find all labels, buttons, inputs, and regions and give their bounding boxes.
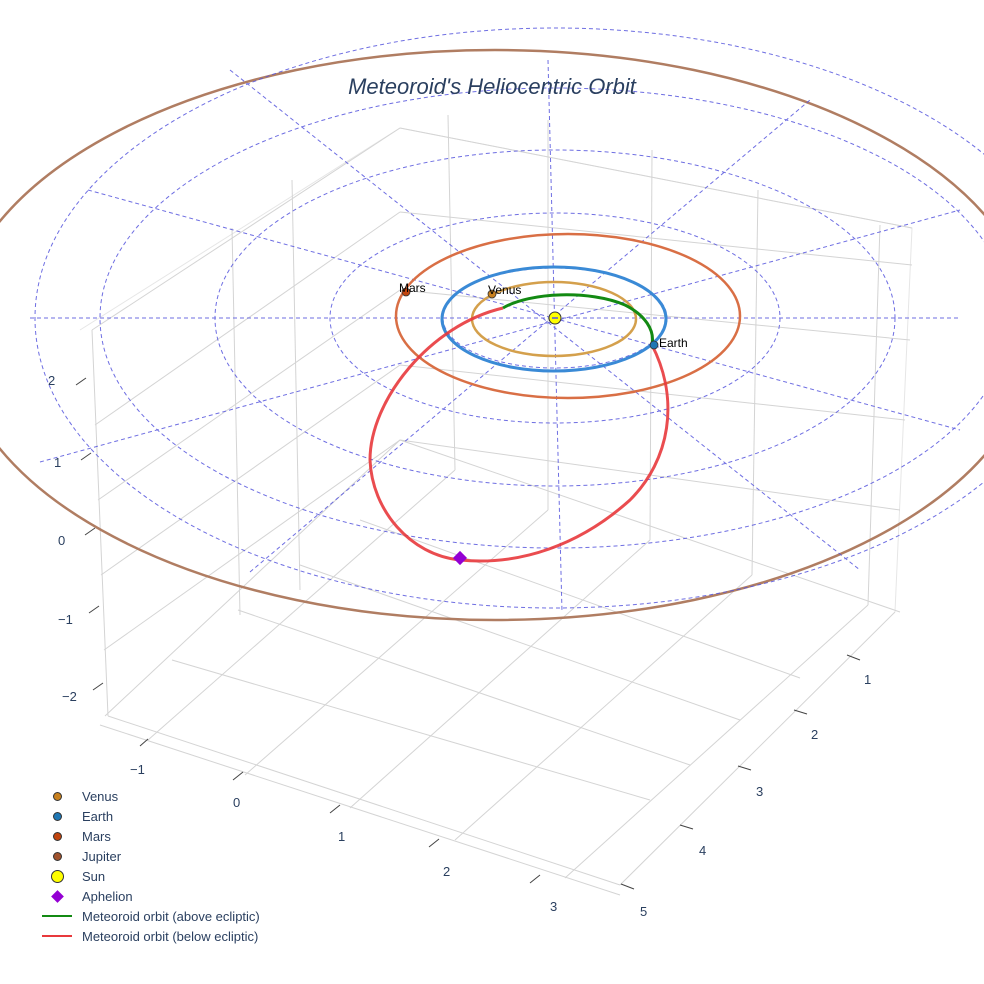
svg-text:1: 1: [864, 672, 871, 687]
svg-text:3: 3: [756, 784, 763, 799]
z-axis: 2 1 0 −1 −2: [48, 373, 104, 704]
sun-legend-icon: [50, 869, 64, 883]
legend-item-aphelion[interactable]: Aphelion: [36, 886, 260, 906]
svg-text:1: 1: [54, 455, 61, 470]
svg-text:4: 4: [699, 843, 706, 858]
legend-item-mars[interactable]: Mars: [36, 826, 260, 846]
legend-item-jupiter[interactable]: Jupiter: [36, 846, 260, 866]
svg-text:5: 5: [640, 904, 647, 919]
x-axis: −1 0 1 2 3: [130, 738, 557, 914]
venus-label: Venus: [488, 283, 521, 297]
diamond-legend-icon: [50, 889, 64, 903]
legend-item-sun[interactable]: Sun: [36, 866, 260, 886]
earth-label: Earth: [659, 336, 688, 350]
jupiter-legend-icon: [52, 851, 62, 861]
svg-text:2: 2: [48, 373, 55, 388]
aphelion-marker[interactable]: [452, 550, 468, 566]
earth-legend-icon: [52, 811, 62, 821]
svg-text:−1: −1: [58, 612, 73, 627]
venus-marker[interactable]: [487, 289, 497, 299]
svg-text:2: 2: [443, 864, 450, 879]
legend-item-venus[interactable]: Venus: [36, 786, 260, 806]
meteoroid-orbit-above: [502, 293, 655, 346]
axis-box-grid: [79, 114, 913, 896]
legend-item-orbit-above[interactable]: Meteoroid orbit (above ecliptic): [36, 906, 260, 926]
earth-marker[interactable]: [649, 340, 659, 350]
mars-marker[interactable]: [401, 287, 411, 297]
mars-orbit: [394, 232, 742, 400]
svg-text:2: 2: [811, 727, 818, 742]
legend-item-earth[interactable]: Earth: [36, 806, 260, 826]
legend: Venus Earth Mars Jupiter Sun Aphelion Me…: [36, 786, 260, 946]
venus-legend-icon: [52, 791, 62, 801]
y-axis: 1 2 3 4 5: [620, 654, 871, 919]
earth-orbit: [440, 265, 668, 373]
mars-legend-icon: [52, 831, 62, 841]
svg-text:1: 1: [338, 829, 345, 844]
green-line-legend-icon: [42, 915, 72, 917]
svg-text:3: 3: [550, 899, 557, 914]
svg-text:0: 0: [233, 795, 240, 810]
svg-text:−1: −1: [130, 762, 145, 777]
chart-title: Meteoroid's Heliocentric Orbit: [348, 74, 636, 99]
svg-text:0: 0: [58, 533, 65, 548]
ecliptic-polar-grid: [30, 27, 984, 613]
mars-label: Mars: [399, 281, 426, 295]
legend-item-orbit-below[interactable]: Meteoroid orbit (below ecliptic): [36, 926, 260, 946]
red-line-legend-icon: [42, 935, 72, 937]
jupiter-orbit: [0, 48, 984, 622]
svg-text:−2: −2: [62, 689, 77, 704]
